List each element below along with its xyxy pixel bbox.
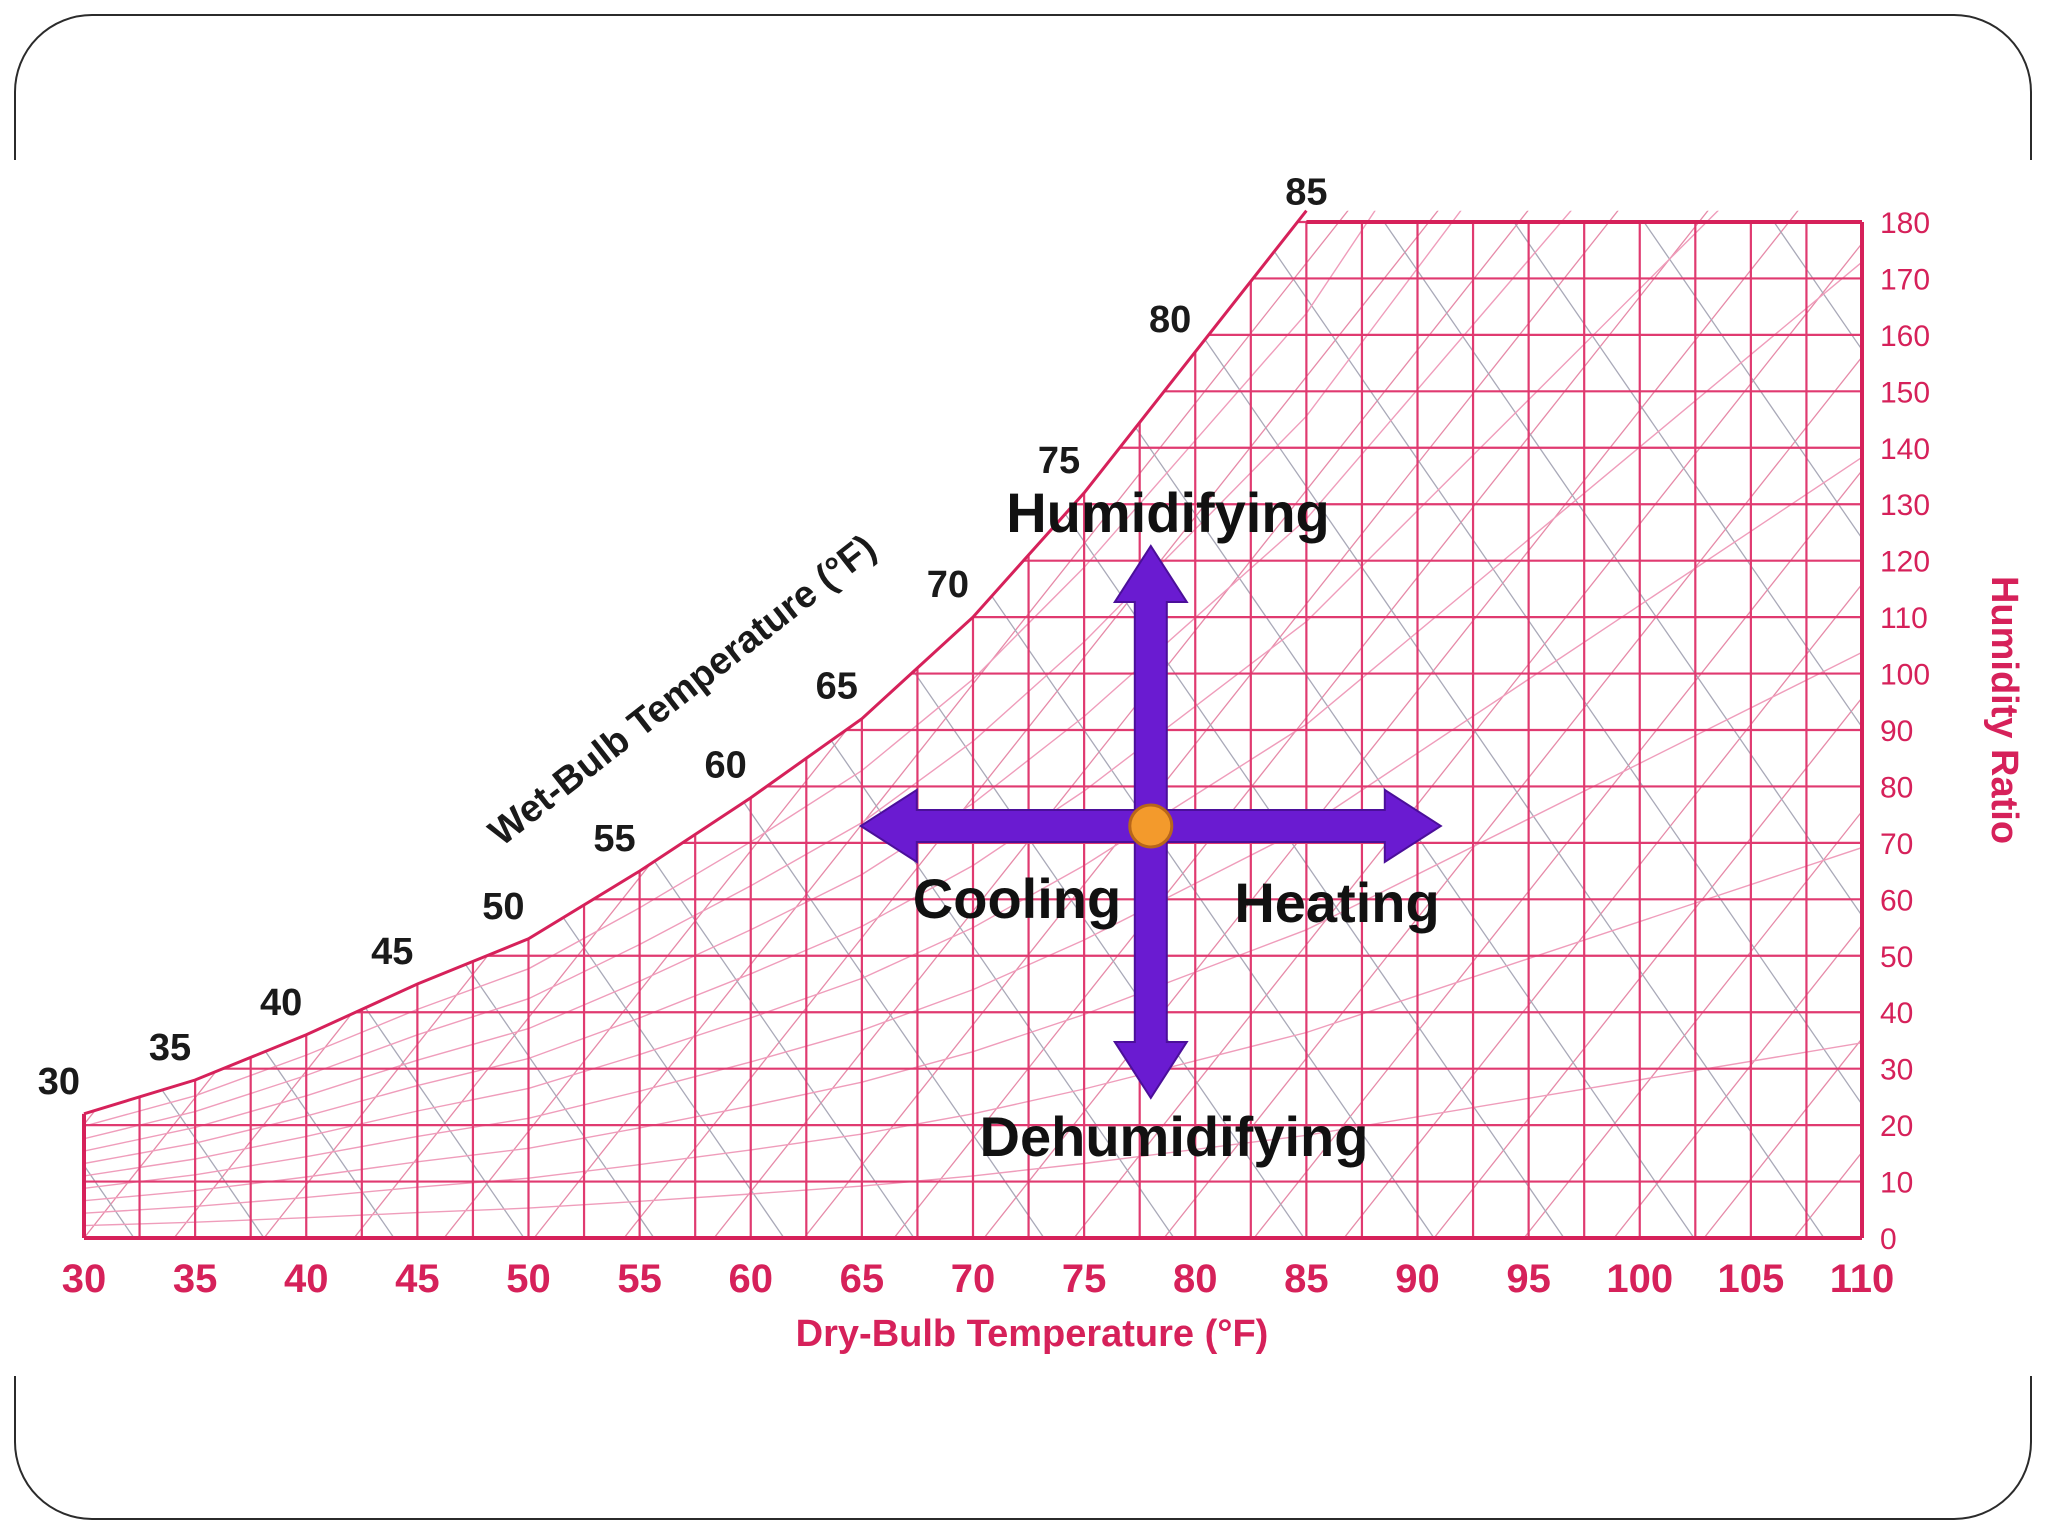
y-tick-label: 110 (1880, 602, 1928, 635)
y-tick-label: 180 (1880, 207, 1930, 240)
x-tick-label: 50 (506, 1257, 551, 1301)
wet-bulb-line (84, 221, 655, 1239)
label-heating: Heating (1234, 871, 1439, 934)
enthalpy-line (1343, 210, 1862, 1239)
wet-bulb-labels: 30 35 40 45 50 55 60 65 70 75 80 85 (38, 172, 1328, 1103)
saturation-curve (83, 209, 1308, 1116)
y-tick-label: 160 (1880, 320, 1930, 353)
enthalpy-line (803, 210, 1705, 1239)
y-tick-label: 70 (1880, 828, 1913, 861)
x-tick-label: 70 (951, 1257, 996, 1301)
frame-gap-left (0, 160, 40, 1376)
wet-bulb-label: 75 (1038, 440, 1080, 482)
enthalpy-line (623, 210, 1525, 1239)
x-tick-label: 55 (617, 1257, 662, 1301)
enthalpy-line (1253, 210, 1862, 1239)
wet-bulb-label: 45 (371, 931, 413, 973)
y-tick-label: 80 (1880, 771, 1913, 804)
y-tick-label: 170 (1880, 263, 1930, 296)
enthalpy-line (1073, 210, 1862, 1239)
wet-bulb-line (0, 222, 4, 1238)
y-tick-label: 50 (1880, 941, 1913, 974)
y-tick-labels: 0 10 20 30 40 50 60 70 80 90 100 110 120 130 140 150 160… (1880, 207, 1930, 1256)
state-point (1128, 803, 1174, 849)
wet-bulb-label: 70 (927, 564, 969, 606)
y-tick-label: 150 (1880, 376, 1930, 409)
x-tick-label: 105 (1718, 1257, 1785, 1301)
x-tick-label: 45 (395, 1257, 440, 1301)
cooling-arrow (858, 788, 1152, 864)
humidifying-arrow (1112, 544, 1189, 827)
x-tick-label: 100 (1606, 1257, 1673, 1301)
y-tick-label: 30 (1880, 1054, 1913, 1087)
y-tick-label: 90 (1880, 715, 1913, 748)
y-tick-label: 40 (1880, 997, 1913, 1030)
wet-bulb-line (1904, 222, 2048, 1238)
chart-frame (82, 220, 1864, 1240)
wet-bulb-line (84, 221, 785, 1239)
x-tick-label: 85 (1284, 1257, 1329, 1301)
wet-bulb-label: 55 (593, 818, 635, 860)
enthalpy-line (1523, 210, 1862, 1239)
wet-bulb-label: 80 (1149, 299, 1191, 341)
process-arrows (858, 544, 1443, 1100)
wet-bulb-label: 30 (38, 1061, 80, 1103)
enthalpy-line (533, 210, 1435, 1239)
x-tick-label: 30 (62, 1257, 107, 1301)
wet-bulb-label: 35 (149, 1027, 191, 1069)
frame-gap-right (2008, 160, 2048, 1376)
y-tick-label: 140 (1880, 433, 1930, 466)
x-tick-labels: 30 35 40 45 50 55 60 65 70 75 80 85 90 95 100 105 110 (62, 1257, 1895, 1301)
wet-bulb-label: 40 (260, 982, 302, 1024)
y-tick-label: 120 (1880, 546, 1930, 579)
y-tick-label: 20 (1880, 1110, 1913, 1143)
wet-bulb-label: 85 (1285, 172, 1327, 214)
wet-bulb-label: 60 (704, 745, 746, 787)
y-tick-label: 0 (1880, 1223, 1897, 1256)
grid-lines (84, 220, 1862, 1238)
x-tick-label: 95 (1506, 1257, 1551, 1301)
x-tick-label: 35 (173, 1257, 218, 1301)
y-tick-label: 130 (1880, 489, 1930, 522)
chart-area (0, 210, 2048, 1239)
x-axis-title: Dry-Bulb Temperature (°F) (796, 1313, 1269, 1355)
heating-arrow (1149, 788, 1443, 864)
wet-bulb-line (2034, 222, 2048, 1238)
wet-bulb-label: 65 (816, 666, 858, 708)
y-axis-title: Humidity Ratio (1983, 576, 2025, 844)
label-cooling: Cooling (913, 867, 1121, 930)
y-tick-label: 10 (1880, 1167, 1913, 1200)
enthalpy-line (1703, 210, 1862, 1239)
x-tick-label: 75 (1062, 1257, 1107, 1301)
y-tick-label: 60 (1880, 884, 1913, 917)
x-tick-label: 110 (1830, 1257, 1895, 1301)
x-tick-label: 80 (1173, 1257, 1218, 1301)
y-tick-label: 100 (1880, 659, 1930, 692)
label-dehumidifying: Dehumidifying (980, 1105, 1369, 1168)
dehumidifying-arrow (1112, 824, 1189, 1100)
x-tick-label: 65 (840, 1257, 885, 1301)
wet-bulb-label: 50 (482, 886, 524, 928)
enthalpy-line (1613, 210, 1862, 1239)
enthalpy-line (1163, 210, 1862, 1239)
x-tick-label: 60 (729, 1257, 774, 1301)
label-humidifying: Humidifying (1006, 481, 1330, 544)
x-tick-label: 90 (1395, 1257, 1440, 1301)
x-tick-label: 40 (284, 1257, 329, 1301)
